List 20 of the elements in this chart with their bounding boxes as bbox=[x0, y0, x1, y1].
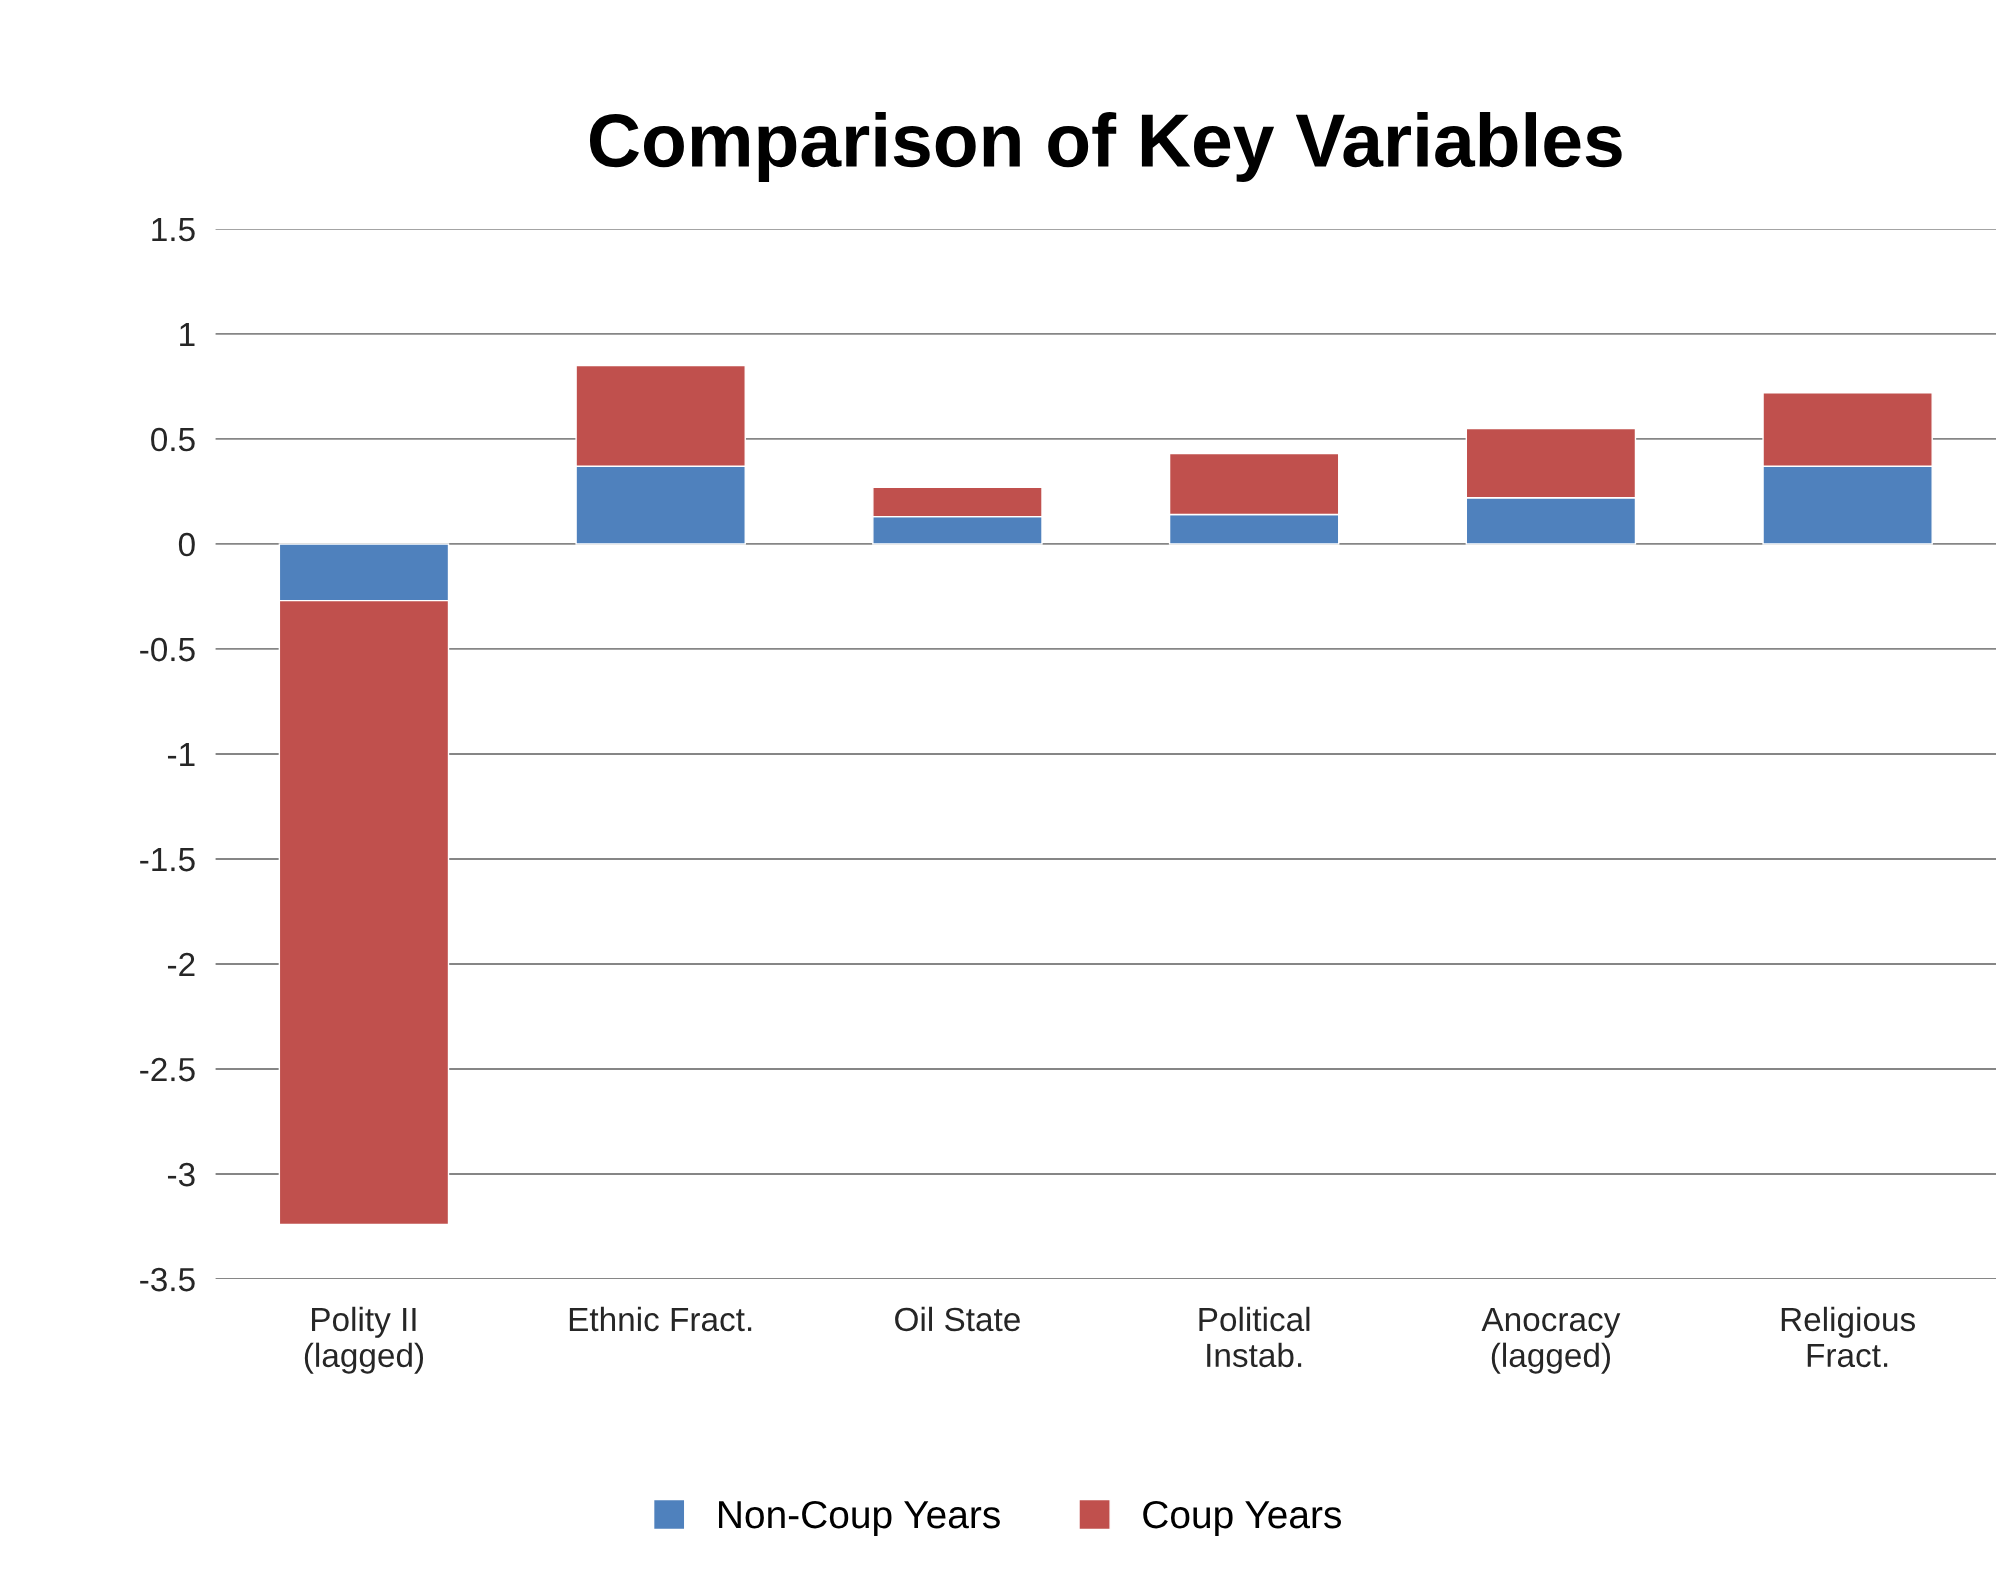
x-tick-label: Ethnic Fract. bbox=[569, 1306, 752, 1332]
y-tick-label: -2.5 bbox=[140, 1057, 195, 1082]
x-tick-label: Polity II (lagged) bbox=[304, 1306, 424, 1374]
y-tick-label: 1.5 bbox=[152, 218, 195, 242]
y-tick-label: -3 bbox=[167, 1162, 195, 1187]
y-tick-label: -3.5 bbox=[140, 1267, 195, 1292]
y-tick-label: 0.5 bbox=[151, 427, 195, 452]
y-tick-label: -1.5 bbox=[140, 848, 195, 872]
y-tick-label: -0.5 bbox=[140, 637, 195, 662]
y-tick-label: -2 bbox=[167, 952, 195, 977]
legend-label: Coup Years bbox=[1143, 1500, 1341, 1537]
y-tick-label: 1 bbox=[180, 323, 195, 347]
legend-label: Non-Coup Years bbox=[719, 1500, 1000, 1537]
y-tick-label: 0 bbox=[178, 532, 195, 557]
x-tick-label: Anocracy (lagged) bbox=[1481, 1307, 1621, 1374]
x-tick-label: Political Instab. bbox=[1199, 1306, 1310, 1368]
x-tick-label: Oil State bbox=[895, 1306, 1020, 1332]
y-tick-label: -1 bbox=[167, 743, 195, 767]
chart-title: Comparison of Key Variables bbox=[589, 112, 1622, 183]
x-tick-label: Religious Fract. bbox=[1781, 1306, 1915, 1368]
